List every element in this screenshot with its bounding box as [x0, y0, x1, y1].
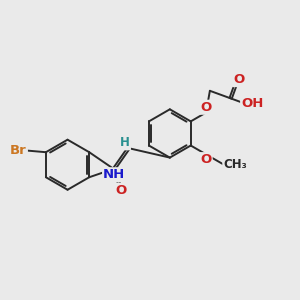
- Text: O: O: [116, 184, 127, 197]
- Text: OH: OH: [241, 98, 263, 110]
- Text: H: H: [120, 136, 130, 149]
- Text: O: O: [200, 101, 212, 114]
- Text: CH₃: CH₃: [223, 158, 247, 171]
- Text: Br: Br: [10, 144, 27, 157]
- Text: O: O: [200, 153, 212, 166]
- Text: NH: NH: [103, 168, 125, 181]
- Text: O: O: [233, 73, 244, 86]
